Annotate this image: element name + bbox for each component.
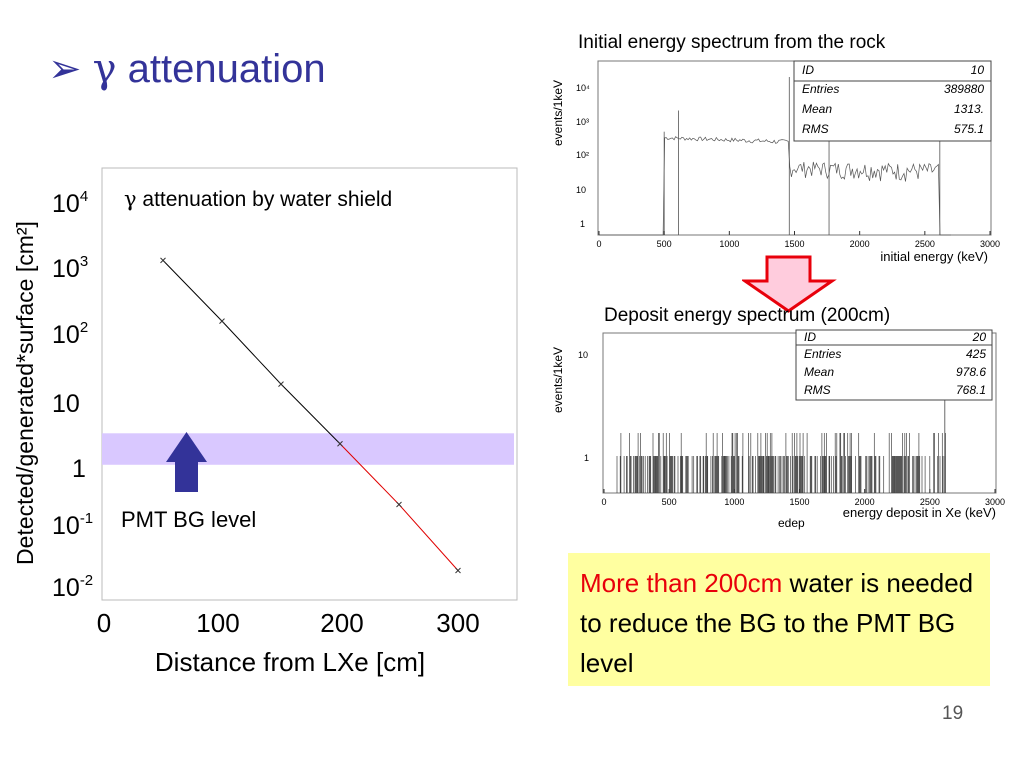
y-tick-label: 10 <box>576 185 586 195</box>
histogram-name: edep <box>778 516 805 530</box>
title-text: attenuation <box>127 47 326 91</box>
stat-key: Entries <box>804 347 841 361</box>
stat-value: 575.1 <box>954 122 984 136</box>
initial-y-label: events/1keV <box>551 80 565 146</box>
up-arrow-icon <box>166 432 207 492</box>
y-tick-label: 10² <box>576 150 589 160</box>
page-number: 19 <box>942 703 964 724</box>
stat-key: Mean <box>802 102 832 116</box>
deposit-y-label: events/1keV <box>551 347 565 413</box>
data-point <box>455 567 461 574</box>
y-tick-label: 103 <box>52 253 88 283</box>
stat-key: RMS <box>804 383 831 397</box>
x-tick-label: 0 <box>601 497 606 507</box>
x-tick-labels: 0 100 200 300 <box>97 608 480 638</box>
stat-value: 389880 <box>944 82 984 96</box>
y-tick-label: 10 <box>578 350 588 360</box>
x-tick-label: 0 <box>596 239 601 249</box>
pmt-bg-label: PMT BG level <box>121 507 256 532</box>
histogram-line <box>599 136 951 236</box>
stat-value: 768.1 <box>956 383 986 397</box>
series-segment <box>339 443 400 505</box>
conclusion-text: water is needed to reduce the BG to the … <box>580 568 974 678</box>
histogram-bins <box>616 433 946 493</box>
y-tick-label: 1 <box>72 455 86 483</box>
series-segment <box>280 383 341 445</box>
x-tick-label: 500 <box>662 497 677 507</box>
conclusion-highlight: More than 200cm <box>580 568 783 598</box>
stat-key: Mean <box>804 365 834 379</box>
y-tick-label: 10³ <box>576 117 589 127</box>
x-tick-label: 2500 <box>915 239 935 249</box>
chart-title: γ attenuation by water shield <box>124 187 392 211</box>
y-axis-label: Detected/generated*surface [cm²] <box>12 221 38 565</box>
stat-key: Entries <box>802 82 839 96</box>
stat-key: ID <box>802 63 814 77</box>
initial-x-ticks: 0 500 1000 1500 2000 2500 3000 <box>596 231 1000 249</box>
stat-value: 978.6 <box>956 365 986 379</box>
data-point <box>278 381 284 387</box>
initial-spectrum-title: Initial energy spectrum from the rock <box>578 32 886 53</box>
deposit-x-ticks: 0 500 1000 1500 2000 2500 3000 <box>601 489 1005 507</box>
pmt-bg-band <box>102 433 514 465</box>
data-point <box>396 501 402 508</box>
y-tick-label: 1 <box>584 453 589 463</box>
title-bullet-icon: ➢ <box>48 47 82 91</box>
x-tick-label: 2000 <box>855 497 875 507</box>
attenuation-series <box>160 257 461 574</box>
y-tick-label: 10 <box>52 390 80 418</box>
data-point <box>160 257 166 264</box>
y-tick-label: 10-2 <box>52 572 93 602</box>
y-tick-label: 102 <box>52 319 88 349</box>
initial-spectrum-chart: 0 500 1000 1500 2000 2500 3000 1 10 10² 10³ 10… <box>551 60 1000 264</box>
data-point <box>219 318 225 325</box>
x-tick-label: 300 <box>436 608 479 638</box>
stat-value: 1313. <box>954 102 984 116</box>
x-tick-label: 1500 <box>784 239 804 249</box>
deposit-spectrum-title: Deposit energy spectrum (200cm) <box>604 305 891 326</box>
stat-value: 425 <box>966 347 986 361</box>
slide-title: ➢ γ attenuation <box>48 46 326 92</box>
series-segment <box>162 260 223 322</box>
x-tick-label: 1000 <box>719 239 739 249</box>
x-tick-label: 3000 <box>985 497 1005 507</box>
initial-x-label: initial energy (keV) <box>880 249 988 264</box>
series-segment <box>398 504 459 571</box>
x-tick-label: 2000 <box>850 239 870 249</box>
x-tick-label: 1500 <box>789 497 809 507</box>
deposit-stats-box: ID 20 Entries 425 Mean 978.6 RMS 768.1 <box>795 329 993 401</box>
x-tick-label: 2500 <box>920 497 940 507</box>
stat-value: 20 <box>972 330 987 344</box>
attenuation-chart: 104 103 102 10 1 10-1 10-2 0 100 200 300… <box>12 167 518 677</box>
x-axis-label: Distance from LXe [cm] <box>155 647 425 677</box>
x-tick-label: 3000 <box>980 239 1000 249</box>
y-tick-labels: 104 103 102 10 1 10-1 10-2 <box>52 188 93 602</box>
initial-y-ticks: 1 10 10² 10³ 10⁴ <box>576 83 590 229</box>
x-tick-label: 500 <box>657 239 672 249</box>
down-arrow-icon <box>742 255 837 313</box>
title-greek: γ <box>92 46 117 92</box>
initial-histogram-series <box>599 77 951 236</box>
stat-key: ID <box>804 330 816 344</box>
x-tick-label: 1000 <box>724 497 744 507</box>
x-tick-label: 0 <box>97 608 111 638</box>
band-rect <box>102 433 514 465</box>
data-point <box>337 440 343 447</box>
deposit-x-label: energy deposit in Xe (keV) <box>843 505 996 520</box>
stat-value: 10 <box>971 63 985 77</box>
conclusion-note: More than 200cm water is needed to reduc… <box>568 553 990 686</box>
x-tick-label: 200 <box>320 608 363 638</box>
y-tick-label: 1 <box>580 219 585 229</box>
plot-frame <box>101 167 518 601</box>
series-segment <box>221 320 282 385</box>
deposit-spectrum-chart: 0 500 1000 1500 2000 2500 3000 1 10 events/1ke… <box>551 329 1005 530</box>
y-tick-label: 10⁴ <box>576 83 590 93</box>
y-tick-label: 10-1 <box>52 510 93 540</box>
y-tick-label: 104 <box>52 188 88 218</box>
stat-key: RMS <box>802 122 829 136</box>
x-tick-label: 100 <box>196 608 239 638</box>
deposit-histogram-series <box>616 393 946 493</box>
